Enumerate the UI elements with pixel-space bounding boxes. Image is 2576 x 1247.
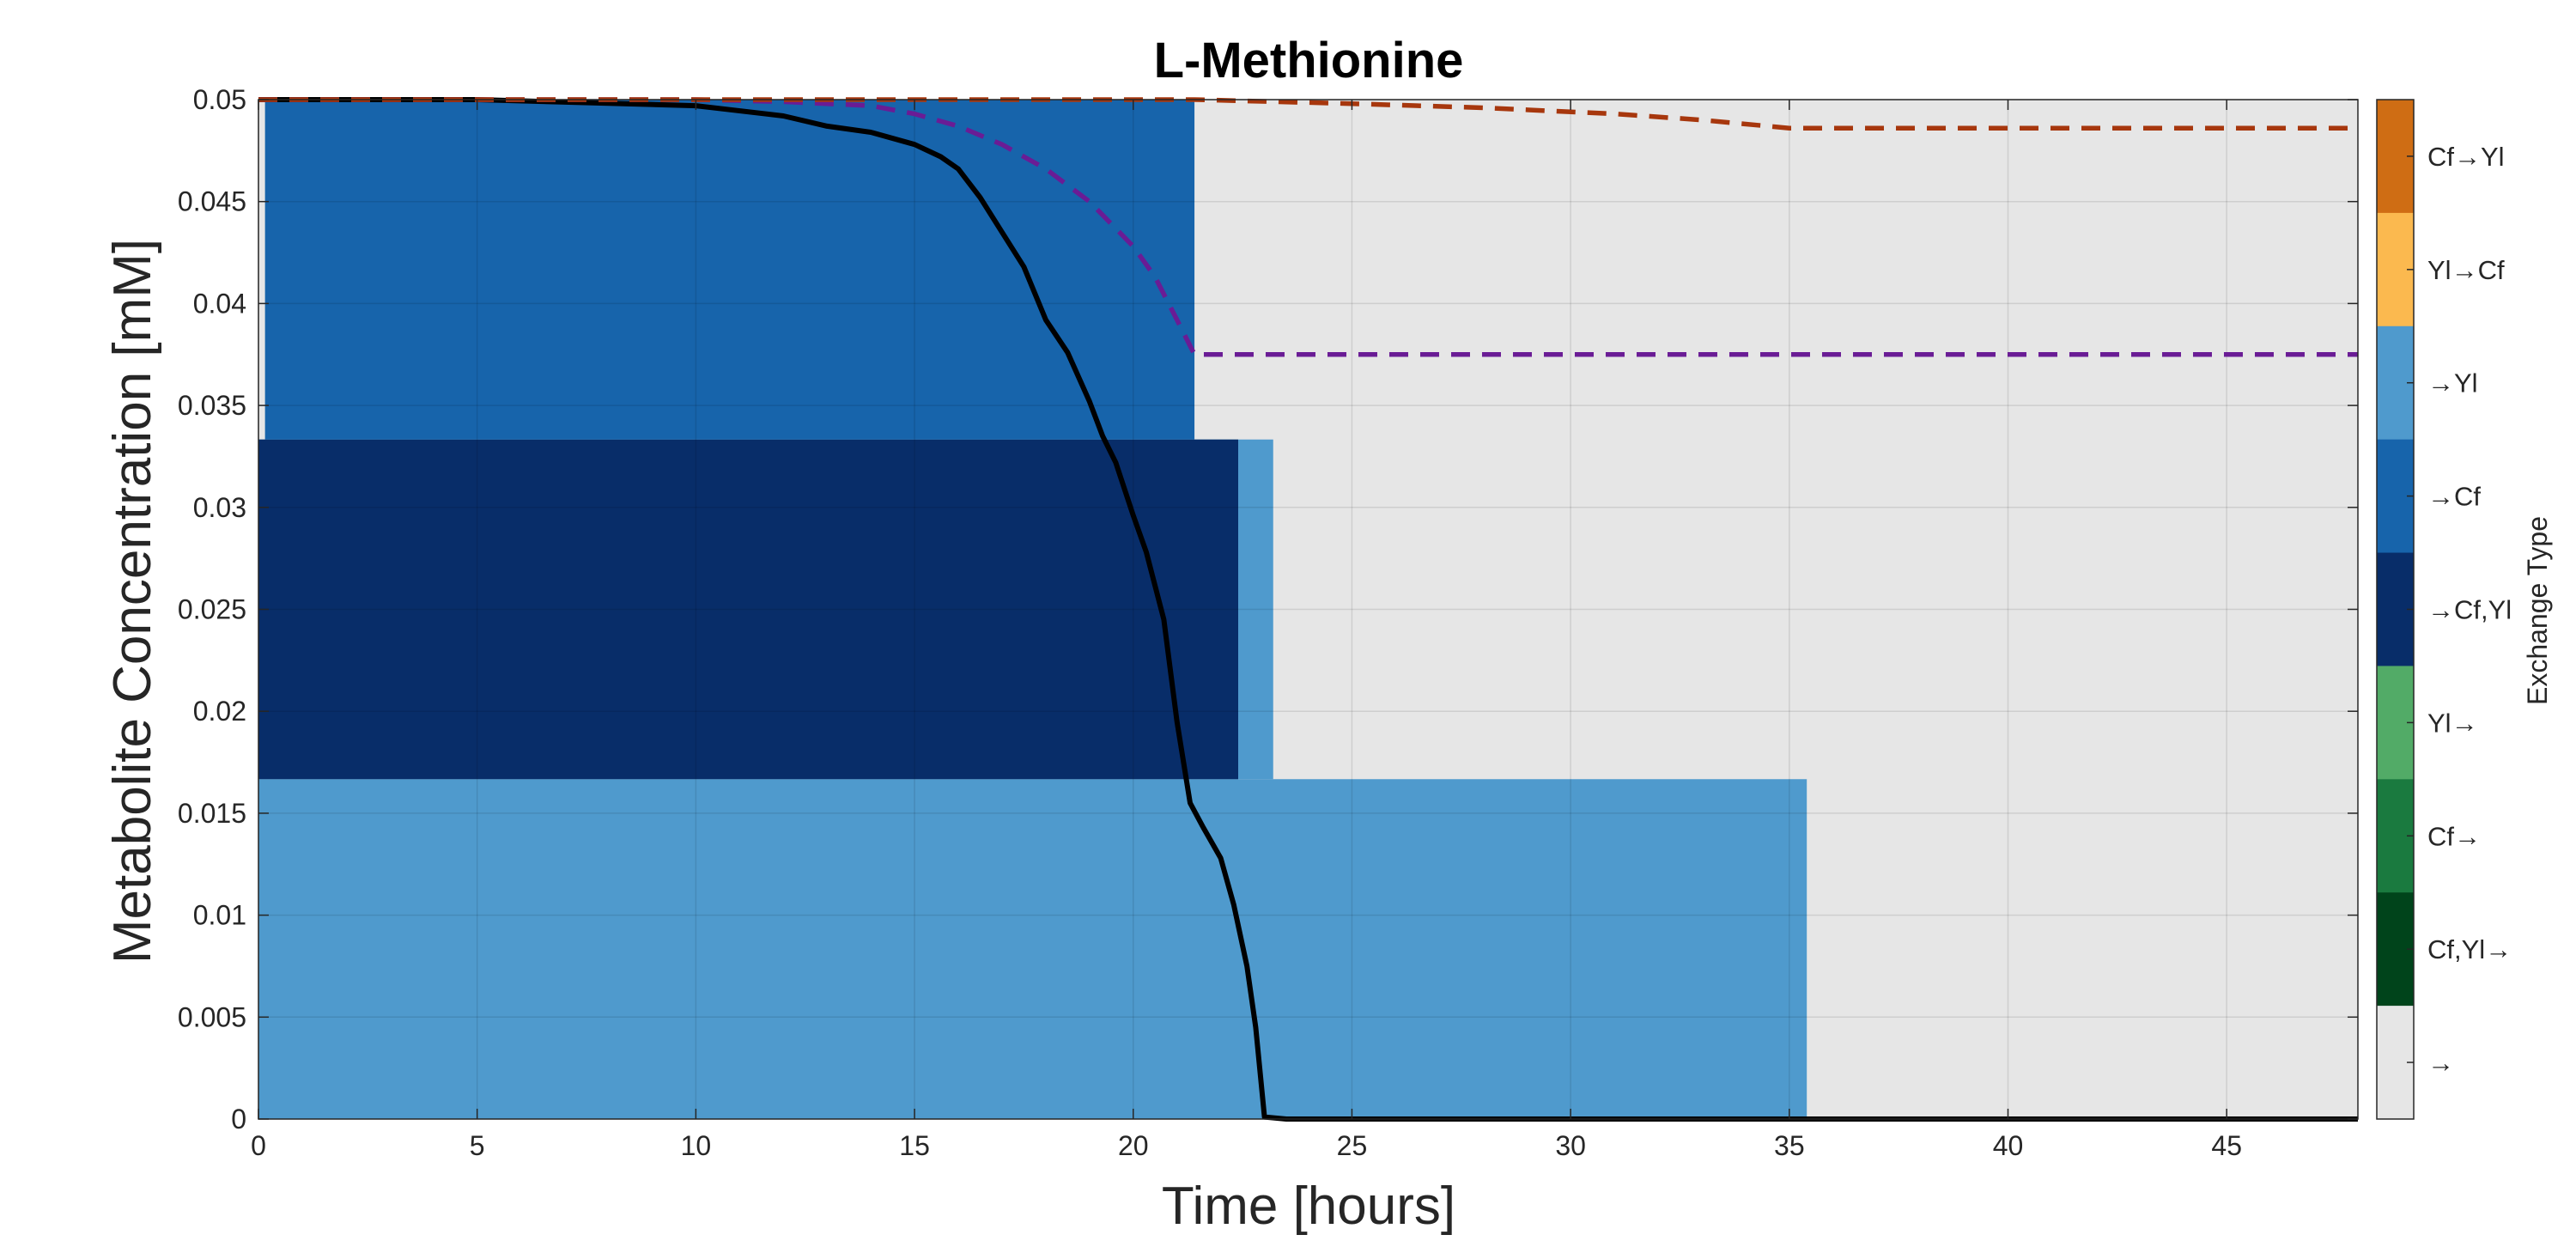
colorbar-label-3: →Cf (2427, 482, 2481, 512)
colorbar-label-8: → (2427, 1048, 2454, 1078)
y-tick-label-0: 0 (231, 1104, 246, 1134)
plot-layer: 0 5 10 15 20 25 30 35 40 45 0 0.005 0.01 0.015 0.02 0.0… (178, 84, 2359, 1161)
y-tick-label-1: 0.005 (178, 1001, 246, 1032)
exchange-block-3 (264, 100, 1195, 440)
colorbar-label-5: Yl→ (2427, 708, 2478, 738)
colorbar-label-6: Cf→ (2427, 821, 2481, 851)
y-tick-label-9: 0.045 (178, 186, 246, 217)
x-tick-label-5: 25 (1337, 1130, 1368, 1161)
x-tick-label-9: 45 (2211, 1130, 2242, 1161)
y-tick-label-8: 0.04 (193, 288, 246, 319)
exchange-block-2 (258, 439, 1238, 780)
y-tick-label-5: 0.025 (178, 594, 246, 625)
y-tick-label-7: 0.035 (178, 390, 246, 421)
colorbar-label-4: →Cf,Yl (2427, 595, 2512, 625)
y-tick-label-2: 0.01 (193, 900, 246, 931)
series-line-2 (258, 97, 2358, 131)
colorbar-label-0: Cf→Yl (2427, 142, 2505, 172)
colorbar-label-7: Cf,Yl→ (2427, 934, 2512, 964)
x-tick-label-1: 5 (470, 1130, 485, 1161)
y-tick-label-3: 0.015 (178, 798, 246, 829)
x-tick-label-0: 0 (251, 1130, 266, 1161)
colorbar-box (2376, 99, 2415, 1120)
x-tick-label-8: 40 (1993, 1130, 2024, 1161)
colorbar-label-1: Yl→Cf (2427, 255, 2505, 285)
x-tick-label-3: 15 (899, 1130, 930, 1161)
y-tick-label-4: 0.02 (193, 696, 246, 727)
x-tick-label-2: 10 (681, 1130, 712, 1161)
colorbar: Cf→Yl Yl→Cf →Yl →Cf →Cf,Yl Yl→ Cf→ Cf,Yl→ → (2376, 99, 2512, 1120)
x-tick-label-6: 30 (1555, 1130, 1586, 1161)
exchange-block-0 (258, 779, 1807, 1119)
y-tick-label-10: 0.05 (193, 84, 246, 115)
y-axis-title: Metabolite Concentration [mM] (103, 239, 162, 964)
x-axis-title: Time [hours] (1162, 1177, 1455, 1236)
colorbar-title: Exchange Type (2522, 516, 2553, 705)
y-tick-label-6: 0.03 (193, 492, 246, 523)
colorbar-label-2: →Yl (2427, 368, 2478, 398)
chart-title: L-Methionine (1154, 33, 1464, 88)
x-tick-label-4: 20 (1118, 1130, 1149, 1161)
x-tick-label-7: 35 (1774, 1130, 1805, 1161)
series-line-0 (258, 97, 2358, 1122)
series-line-1 (258, 97, 2358, 357)
